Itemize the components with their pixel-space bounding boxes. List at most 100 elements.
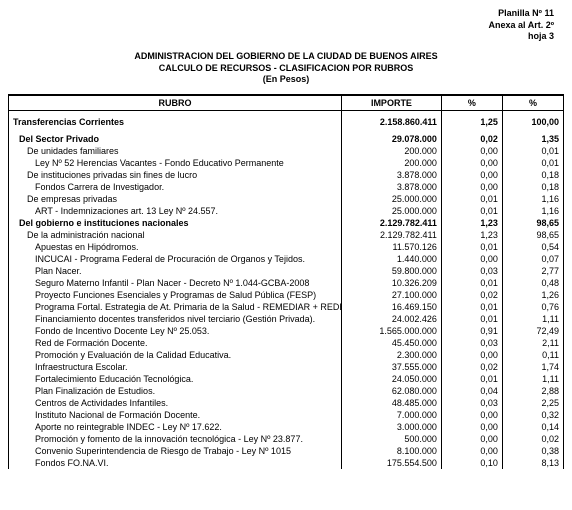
cell-importe: 10.326.209 — [342, 277, 442, 289]
cell-pct1: 0,01 — [441, 241, 502, 253]
title-line-2: CALCULO DE RECURSOS - CLASIFICACION POR … — [8, 63, 564, 75]
table-row: Del Sector Privado29.078.0000,021,35 — [9, 133, 564, 145]
table-row: Proyecto Funciones Esenciales y Programa… — [9, 289, 564, 301]
table-row: Convenio Superintendencia de Riesgo de T… — [9, 445, 564, 457]
cell-importe: 24.050.000 — [342, 373, 442, 385]
cell-pct1: 0,00 — [441, 433, 502, 445]
cell-importe: 62.080.000 — [342, 385, 442, 397]
cell-importe: 59.800.000 — [342, 265, 442, 277]
title-line-3: (En Pesos) — [8, 74, 564, 86]
cell-pct2: 0,76 — [502, 301, 563, 313]
cell-rubro: Infraestructura Escolar. — [9, 361, 342, 373]
cell-pct1: 0,10 — [441, 457, 502, 469]
cell-rubro: De instituciones privadas sin fines de l… — [9, 169, 342, 181]
cell-rubro: De unidades familiares — [9, 145, 342, 157]
table-row: Seguro Materno Infantil - Plan Nacer - D… — [9, 277, 564, 289]
table-row: Plan Finalización de Estudios.62.080.000… — [9, 385, 564, 397]
cell-pct2: 1,16 — [502, 205, 563, 217]
cell-pct2: 2,25 — [502, 397, 563, 409]
table-row: Infraestructura Escolar.37.555.0000,021,… — [9, 361, 564, 373]
table-row: De empresas privadas25.000.0000,011,16 — [9, 193, 564, 205]
cell-rubro: Promoción y fomento de la innovación tec… — [9, 433, 342, 445]
cell-rubro: Convenio Superintendencia de Riesgo de T… — [9, 445, 342, 457]
cell-importe: 200.000 — [342, 157, 442, 169]
table-row: Fondos Carrera de Investigador.3.878.000… — [9, 181, 564, 193]
cell-pct1: 0,01 — [441, 373, 502, 385]
table-row: De instituciones privadas sin fines de l… — [9, 169, 564, 181]
cell-pct2: 1,16 — [502, 193, 563, 205]
cell-pct2: 0,48 — [502, 277, 563, 289]
header-line-3: hoja 3 — [8, 31, 554, 43]
cell-pct1: 0,00 — [441, 421, 502, 433]
table-row: De la administración nacional2.129.782.4… — [9, 229, 564, 241]
table-row: Apuestas en Hipódromos.11.570.1260,010,5… — [9, 241, 564, 253]
cell-pct2: 0,01 — [502, 157, 563, 169]
cell-pct2: 0,02 — [502, 433, 563, 445]
cell-importe: 2.129.782.411 — [342, 229, 442, 241]
cell-pct2: 1,35 — [502, 133, 563, 145]
cell-importe: 3.000.000 — [342, 421, 442, 433]
cell-pct2: 8,13 — [502, 457, 563, 469]
cell-importe: 24.002.426 — [342, 313, 442, 325]
cell-pct1: 0,02 — [441, 361, 502, 373]
cell-importe: 8.100.000 — [342, 445, 442, 457]
table-row: Centros de Actividades Infantiles.48.485… — [9, 397, 564, 409]
table-row: Programa Fortal. Estrategia de At. Prima… — [9, 301, 564, 313]
cell-rubro: Del gobierno e instituciones nacionales — [9, 217, 342, 229]
table-row: Fondos FO.NA.VI.175.554.5000,108,13 — [9, 457, 564, 469]
cell-importe: 37.555.000 — [342, 361, 442, 373]
cell-importe: 48.485.000 — [342, 397, 442, 409]
cell-pct1: 0,00 — [441, 181, 502, 193]
cell-pct1: 0,00 — [441, 145, 502, 157]
cell-pct1: 0,03 — [441, 397, 502, 409]
cell-importe: 7.000.000 — [342, 409, 442, 421]
cell-pct1: 0,04 — [441, 385, 502, 397]
cell-pct2: 2,88 — [502, 385, 563, 397]
cell-importe: 16.469.150 — [342, 301, 442, 313]
cell-pct2: 98,65 — [502, 229, 563, 241]
cell-rubro: Programa Fortal. Estrategia de At. Prima… — [9, 301, 342, 313]
cell-pct1: 0,00 — [441, 169, 502, 181]
cell-rubro: Apuestas en Hipódromos. — [9, 241, 342, 253]
table-body: Transferencias Corrientes2.158.860.4111,… — [9, 111, 564, 470]
cell-pct1: 0,03 — [441, 265, 502, 277]
cell-rubro: Plan Nacer. — [9, 265, 342, 277]
cell-pct2: 1,11 — [502, 373, 563, 385]
col-header-pct1: % — [441, 95, 502, 111]
cell-rubro: Fondo de Incentivo Docente Ley Nº 25.053… — [9, 325, 342, 337]
table-row: Fondo de Incentivo Docente Ley Nº 25.053… — [9, 325, 564, 337]
cell-pct2: 0,14 — [502, 421, 563, 433]
cell-rubro: Fondos FO.NA.VI. — [9, 457, 342, 469]
cell-pct1: 1,25 — [441, 111, 502, 134]
table-row: Transferencias Corrientes2.158.860.4111,… — [9, 111, 564, 134]
recursos-table: RUBRO IMPORTE % % Transferencias Corrien… — [8, 94, 564, 469]
cell-rubro: Proyecto Funciones Esenciales y Programa… — [9, 289, 342, 301]
table-row: De unidades familiares200.0000,000,01 — [9, 145, 564, 157]
cell-pct1: 0,00 — [441, 409, 502, 421]
table-row: Del gobierno e instituciones nacionales2… — [9, 217, 564, 229]
cell-rubro: Red de Formación Docente. — [9, 337, 342, 349]
cell-importe: 45.450.000 — [342, 337, 442, 349]
cell-rubro: Seguro Materno Infantil - Plan Nacer - D… — [9, 277, 342, 289]
cell-pct1: 0,02 — [441, 289, 502, 301]
cell-pct1: 1,23 — [441, 229, 502, 241]
cell-pct2: 0,38 — [502, 445, 563, 457]
table-row: Promoción y fomento de la innovación tec… — [9, 433, 564, 445]
cell-importe: 1.565.000.000 — [342, 325, 442, 337]
table-row: Plan Nacer.59.800.0000,032,77 — [9, 265, 564, 277]
cell-importe: 29.078.000 — [342, 133, 442, 145]
header-right: Planilla Nº 11 Anexa al Art. 2º hoja 3 — [8, 8, 564, 43]
header-line-1: Planilla Nº 11 — [8, 8, 554, 20]
table-row: Financiamiento docentes transferidos niv… — [9, 313, 564, 325]
cell-importe: 1.440.000 — [342, 253, 442, 265]
table-row: INCUCAI - Programa Federal de Procuració… — [9, 253, 564, 265]
cell-rubro: INCUCAI - Programa Federal de Procuració… — [9, 253, 342, 265]
cell-importe: 25.000.000 — [342, 205, 442, 217]
cell-pct1: 0,01 — [441, 277, 502, 289]
cell-rubro: Fortalecimiento Educación Tecnológica. — [9, 373, 342, 385]
cell-pct1: 0,01 — [441, 205, 502, 217]
col-header-pct2: % — [502, 95, 563, 111]
table-row: Red de Formación Docente.45.450.0000,032… — [9, 337, 564, 349]
cell-rubro: Transferencias Corrientes — [9, 111, 342, 134]
cell-pct1: 0,02 — [441, 133, 502, 145]
